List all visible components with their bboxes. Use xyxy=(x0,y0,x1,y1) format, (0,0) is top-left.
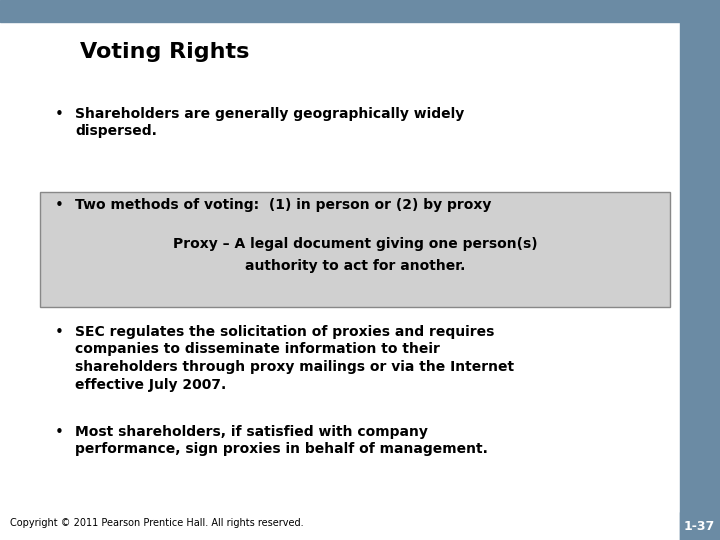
Text: Two methods of voting:  (1) in person or (2) by proxy: Two methods of voting: (1) in person or … xyxy=(75,198,491,212)
Text: •: • xyxy=(55,325,64,340)
Text: SEC regulates the solicitation of proxies and requires
companies to disseminate : SEC regulates the solicitation of proxie… xyxy=(75,325,514,392)
Bar xyxy=(680,22,720,540)
Text: •: • xyxy=(55,198,64,213)
Text: Shareholders are generally geographically widely
dispersed.: Shareholders are generally geographicall… xyxy=(75,106,464,138)
Text: Proxy – A legal document giving one person(s): Proxy – A legal document giving one pers… xyxy=(173,237,538,251)
Text: •: • xyxy=(55,424,64,440)
Text: Most shareholders, if satisfied with company
performance, sign proxies in behalf: Most shareholders, if satisfied with com… xyxy=(75,424,488,456)
Text: 1-37: 1-37 xyxy=(684,519,715,532)
Bar xyxy=(0,0,720,22)
Text: Voting Rights: Voting Rights xyxy=(80,42,249,62)
Text: •: • xyxy=(55,106,64,122)
Text: authority to act for another.: authority to act for another. xyxy=(245,259,465,273)
FancyBboxPatch shape xyxy=(40,192,670,307)
Bar xyxy=(680,512,719,540)
Text: Copyright © 2011 Pearson Prentice Hall. All rights reserved.: Copyright © 2011 Pearson Prentice Hall. … xyxy=(10,518,304,528)
